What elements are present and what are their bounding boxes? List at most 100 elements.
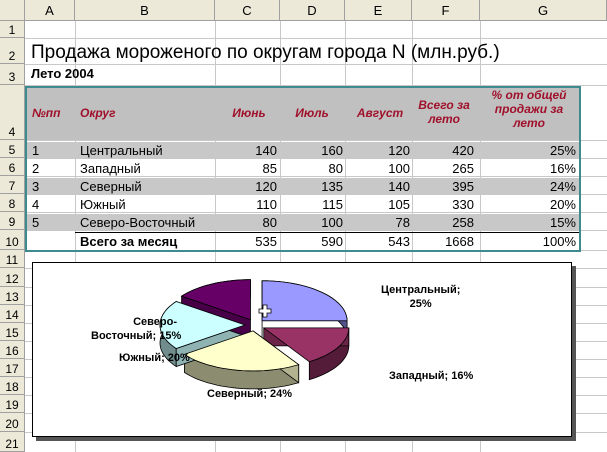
header-august[interactable]: Август (356, 106, 404, 120)
slice-label-northeast: Северо- Восточный; 15% (91, 315, 182, 343)
table-cell-total[interactable]: 420 (452, 143, 474, 158)
row-header-9[interactable]: 9 (0, 212, 25, 230)
table-cell-n[interactable]: 4 (32, 197, 40, 212)
mouse-cursor-icon (258, 304, 272, 318)
slice-label-north: Северный; 24% (207, 388, 293, 400)
table-cell-total[interactable]: 258 (452, 215, 474, 230)
column-header-e[interactable]: E (345, 0, 412, 21)
row-header-7[interactable]: 7 (0, 176, 25, 194)
row-header-8[interactable]: 8 (0, 194, 25, 212)
pie-chart-plot[interactable] (33, 263, 573, 438)
row-header-11[interactable]: 11 (0, 250, 25, 268)
table-cell-june[interactable]: 85 (262, 161, 277, 176)
row-header-20[interactable]: 20 (0, 413, 25, 432)
table-cell-august[interactable]: 78 (395, 215, 410, 230)
row-header-15[interactable]: 15 (0, 323, 25, 341)
totals-border (75, 232, 581, 233)
totals-august[interactable]: 543 (388, 234, 410, 249)
pie-slice-Центральный[interactable] (261, 280, 348, 322)
table-cell-july[interactable]: 80 (328, 161, 343, 176)
row-header-10[interactable]: 10 (0, 230, 25, 250)
row-header-6[interactable]: 6 (0, 158, 25, 176)
table-cell-n[interactable]: 1 (32, 143, 40, 158)
table-cell-n[interactable]: 5 (32, 215, 40, 230)
table-cell-august[interactable]: 105 (388, 197, 410, 212)
column-header-f[interactable]: F (412, 0, 480, 21)
sheet-subtitle[interactable]: Лето 2004 (31, 66, 94, 81)
row-header-3[interactable]: 3 (0, 64, 25, 85)
pie-slice-Южный[interactable] (159, 301, 247, 349)
table-cell-june[interactable]: 120 (255, 179, 277, 194)
header-percent-line: лето (513, 116, 545, 130)
column-header-c[interactable]: C (215, 0, 280, 21)
table-cell-july[interactable]: 100 (321, 215, 343, 230)
header-num[interactable]: №пп (32, 106, 61, 120)
row-header-18[interactable]: 18 (0, 377, 25, 395)
gridline (345, 21, 346, 452)
table-cell-n[interactable]: 2 (32, 161, 40, 176)
table-cell-july[interactable]: 135 (321, 179, 343, 194)
column-header-b[interactable]: B (75, 0, 215, 21)
table-cell-pct[interactable]: 20% (549, 197, 576, 212)
table-cell-pct[interactable]: 25% (549, 143, 576, 158)
slice-label-line: Восточный; 15% (91, 330, 182, 342)
table-cell-august[interactable]: 140 (388, 179, 410, 194)
table-header-band (27, 88, 579, 140)
row-header-1[interactable]: 1 (0, 21, 25, 38)
row-header-21[interactable]: 21 (0, 432, 25, 452)
row-header-17[interactable]: 17 (0, 359, 25, 377)
row-header-5[interactable]: 5 (0, 140, 25, 158)
table-cell-total[interactable]: 265 (452, 161, 474, 176)
totals-july[interactable]: 590 (321, 234, 343, 249)
table-cell-pct[interactable]: 16% (549, 161, 576, 176)
row-header-12[interactable]: 12 (0, 268, 25, 287)
table-cell-district[interactable]: Южный (80, 197, 126, 212)
totals-pct[interactable]: 100% (542, 234, 576, 249)
column-header-a[interactable]: A (25, 0, 75, 21)
slice-label-central: Центральный; 25% (381, 283, 460, 311)
table-cell-district[interactable]: Северо-Восточный (80, 215, 196, 230)
table-cell-july[interactable]: 115 (322, 197, 343, 212)
row-band (27, 142, 579, 159)
pie-slice-Северный[interactable] (183, 330, 300, 372)
column-header-d[interactable]: D (280, 0, 345, 21)
table-cell-district[interactable]: Центральный (80, 143, 163, 158)
row-header-4[interactable]: 4 (0, 85, 25, 140)
table-cell-pct[interactable]: 15% (549, 215, 576, 230)
slice-label-south: Южный; 20% (119, 352, 190, 364)
pie-slice-Северо-Восточный[interactable] (180, 279, 251, 321)
pie-chart[interactable]: Центральный; 25% Западный; 16% Северный;… (32, 262, 572, 437)
table-cell-total[interactable]: 330 (452, 197, 474, 212)
table-cell-district[interactable]: Северный (80, 179, 142, 194)
header-percent[interactable]: % от общей продажи за лето (482, 88, 576, 130)
header-total[interactable]: Всего за лето (414, 98, 474, 126)
select-all-corner[interactable] (0, 0, 25, 21)
row-header-2[interactable]: 2 (0, 38, 25, 64)
table-cell-june[interactable]: 80 (262, 215, 277, 230)
row-header-19[interactable]: 19 (0, 395, 25, 413)
pie-slice-Западный[interactable] (262, 327, 350, 363)
row-header-14[interactable]: 14 (0, 305, 25, 323)
table-cell-total[interactable]: 395 (452, 179, 474, 194)
table-cell-june[interactable]: 140 (255, 143, 277, 158)
row-header-13[interactable]: 13 (0, 287, 25, 305)
totals-june[interactable]: 535 (255, 234, 277, 249)
totals-total[interactable]: 1668 (445, 234, 474, 249)
sheet-title[interactable]: Продажа мороженого по округам города N (… (31, 42, 500, 63)
table-cell-pct[interactable]: 24% (549, 179, 576, 194)
slice-label-line: Северо- (133, 316, 177, 328)
header-district[interactable]: Округ (80, 106, 116, 120)
table-cell-district[interactable]: Западный (80, 161, 141, 176)
column-header-g[interactable]: G (480, 0, 607, 21)
row-header-16[interactable]: 16 (0, 341, 25, 359)
gridline (25, 85, 607, 86)
table-cell-july[interactable]: 160 (321, 143, 343, 158)
gridline (215, 21, 216, 452)
table-cell-june[interactable]: 110 (256, 197, 277, 212)
totals-label[interactable]: Всего за месяц (80, 234, 178, 249)
table-cell-n[interactable]: 3 (32, 179, 40, 194)
table-cell-august[interactable]: 100 (388, 161, 410, 176)
header-july[interactable]: Июль (295, 106, 329, 120)
table-cell-august[interactable]: 120 (388, 143, 410, 158)
header-june[interactable]: Июнь (232, 106, 266, 120)
